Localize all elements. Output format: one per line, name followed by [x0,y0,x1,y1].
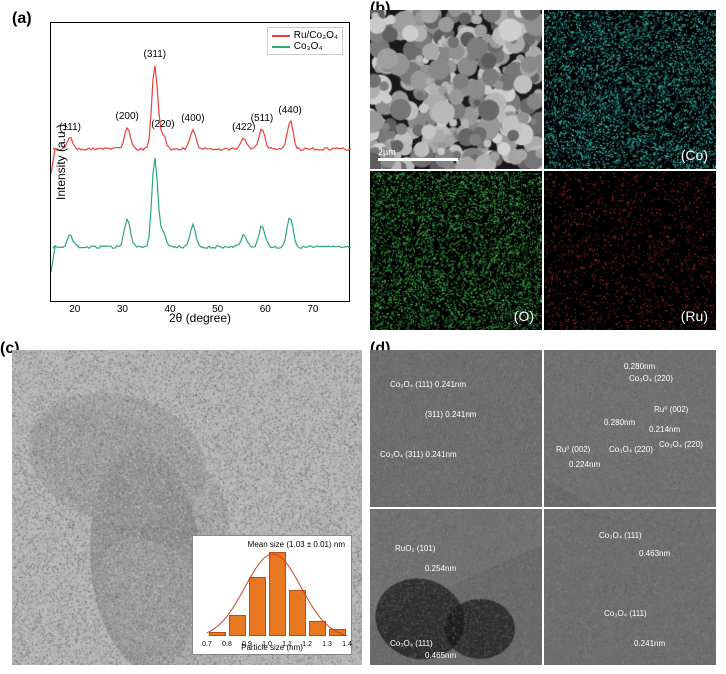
eds-element-label: (Co) [681,147,708,163]
inset-xlabel: Particle size (nm) [241,643,303,652]
xrd-plot-area: Ru/Co₃O₄ Co₃O₄ (111)(200)(311)(220)(400)… [50,22,350,302]
lattice-annotation: 0.280nm [604,418,635,427]
eds-quadrant: (Co) [544,10,716,169]
sem-image [370,10,542,169]
lattice-annotation: 0.214nm [649,425,680,434]
eds-map [544,171,716,330]
eds-quadrant: (O) [370,171,542,330]
tem-panel: Mean size (1.03 ± 0.01) nm 0.70.80.91.01… [12,350,362,665]
eds-element-label: (Ru) [681,308,708,324]
lattice-annotation: Co₃O₄ (311) 0.241nm [380,450,457,459]
histogram-bar [309,621,326,636]
xrd-ylabel: Intensity (a.u.) [54,124,68,200]
eds-element-label: (O) [514,308,534,324]
xrd-xtick: 70 [307,304,318,315]
hrtem-quadrant: Co₃O₄ (111) 0.463nm Co₃O₄ (111) 0.241nm [544,509,716,666]
xrd-legend: Ru/Co₃O₄ Co₃O₄ [267,27,343,55]
lattice-annotation: Co₃O₄ (111) [604,609,647,618]
legend-label: Co₃O₄ [294,41,323,52]
inset-xtick: 1.3 [322,641,332,648]
legend-swatch [272,35,290,37]
inset-xtick: 1.2 [302,641,312,648]
xrd-svg [51,23,351,303]
lattice-annotation: Co₃O₄ (111) [599,531,642,540]
hrtem-quadrant: Co₃O₄ (111) 0.241nm (311) 0.241nm Co₃O₄ (3… [370,350,542,507]
inset-xtick: 1.4 [342,641,352,648]
xrd-peak-label: (511) [251,113,274,124]
xrd-peak-label: (440) [278,105,301,116]
histogram-bar [329,629,346,636]
legend-row: Ru/Co₃O₄ [272,30,338,41]
xrd-xtick: 20 [69,304,80,315]
inset-xtick: 0.7 [202,641,212,648]
lattice-annotation: Co₃O₄ (220) [609,445,653,454]
histogram-bar [249,577,266,636]
xrd-xtick: 60 [260,304,271,315]
hrtem-quadrant: 0.280nm Co₃O₄ (220) Ru⁰ (002) 0.280nm 0.214n… [544,350,716,507]
lattice-annotation: Co₃O₄ (111) 0.241nm [390,380,466,389]
lattice-annotation: Co₃O₄ (111) [390,639,433,648]
legend-row: Co₃O₄ [272,41,338,52]
lattice-annotation: 0.280nm [624,362,655,371]
xrd-peak-label: (311) [143,49,166,60]
eds-map [370,171,542,330]
xrd-panel: (a) Ru/Co₃O₄ Co₃O₄ (111)(200)(311)(220)(… [12,10,362,330]
xrd-peak-label: (220) [151,119,174,130]
xrd-series-line [51,158,351,272]
lattice-annotation: RuO₂ (101) [395,544,435,553]
lattice-annotation: Co₃O₄ (220) [629,374,673,383]
hrtem-panel: Co₃O₄ (111) 0.241nm (311) 0.241nm Co₃O₄ (3… [370,350,716,665]
histogram-bar [209,632,226,636]
xrd-peak-label: (400) [181,113,204,124]
lattice-annotation: 0.463nm [639,549,670,558]
lattice-annotation: 0.254nm [425,564,456,573]
inset-xtick: 0.8 [222,641,232,648]
lattice-annotation: Ru⁰ (002) [654,405,688,414]
histogram-bar [269,552,286,636]
xrd-xlabel: 2θ (degree) [169,311,231,325]
eds-map [544,10,716,169]
lattice-annotation: 0.465nm [425,651,456,660]
histogram-bar [289,590,306,636]
lattice-annotation: Ru⁰ (002) [556,445,590,454]
lattice-annotation: 0.224nm [569,460,600,469]
hrtem-image [370,350,542,507]
xrd-peak-label: (200) [116,111,139,122]
hrtem-quadrant: RuO₂ (101) 0.254nm Co₃O₄ (111) 0.465nm [370,509,542,666]
eds-quadrant: (Ru) [544,171,716,330]
lattice-annotation: (311) 0.241nm [425,410,476,419]
legend-swatch [272,46,290,48]
lattice-annotation: Co₃O₄ (220) [659,440,703,449]
inset-title: Mean size (1.03 ± 0.01) nm [248,540,345,549]
xrd-xtick: 30 [117,304,128,315]
tem-histogram-inset: Mean size (1.03 ± 0.01) nm 0.70.80.91.01… [192,535,352,655]
eds-quadrant: 2µm [370,10,542,169]
scalebar-label: 2µm [378,147,396,157]
lattice-annotation: 0.241nm [634,639,665,648]
legend-label: Ru/Co₃O₄ [294,30,338,41]
eds-panel: 2µm (Co) (O) (Ru) [370,10,716,330]
histogram-bar [229,615,246,636]
scalebar [378,158,458,161]
panel-label-a: (a) [12,10,32,28]
